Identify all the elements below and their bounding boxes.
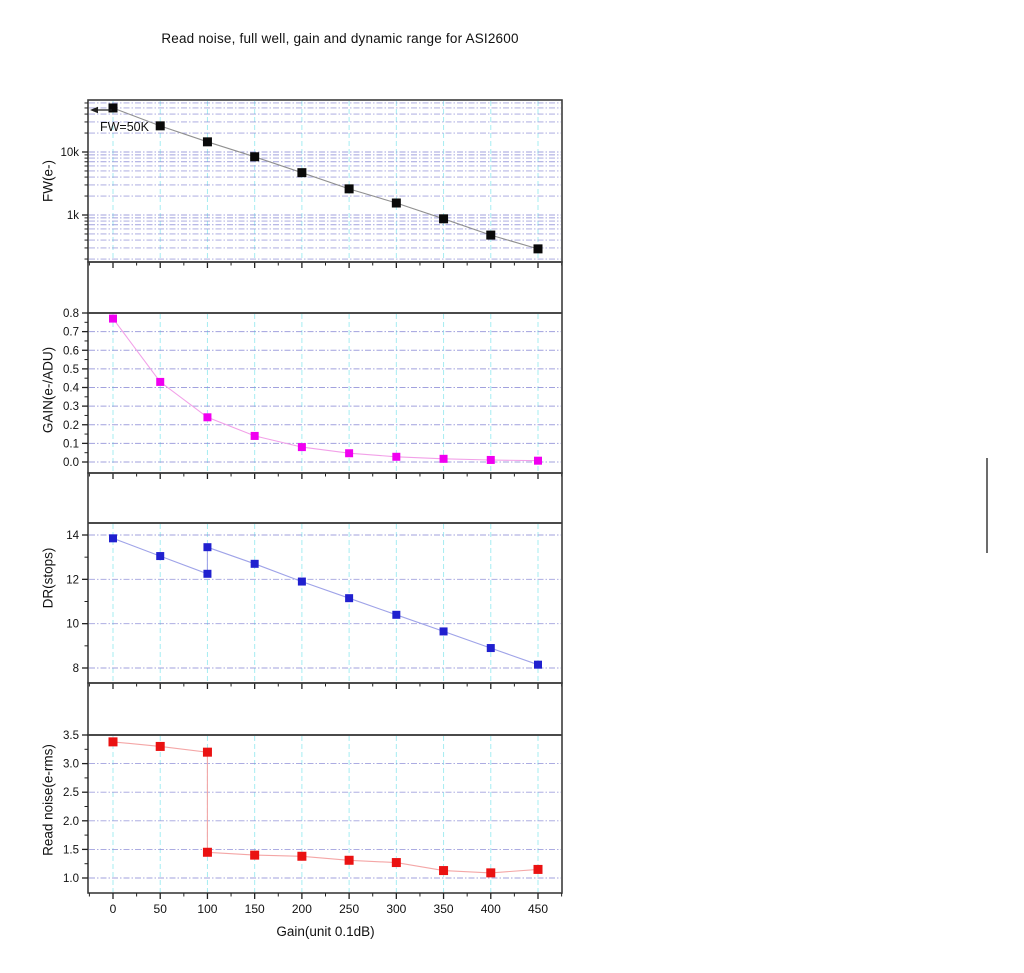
gain-marker [297, 443, 306, 452]
gain-marker [486, 455, 495, 464]
y-tick-label: 0.6 [63, 345, 79, 357]
y-tick-label: 0.5 [63, 364, 79, 376]
y-tick-label: 1k [67, 210, 79, 222]
dynamic-range-marker [109, 534, 117, 543]
read-noise-marker [202, 747, 212, 757]
dynamic-range-marker [439, 627, 448, 636]
dynamic-range-marker [392, 610, 401, 619]
full-well-marker [486, 230, 496, 240]
y-tick-label: 14 [66, 530, 79, 542]
y-axis-title-gain: GAIN(e-/ADU) [40, 346, 56, 434]
full-well-marker [533, 244, 543, 254]
full-well-marker [391, 198, 401, 208]
full-well-marker [155, 121, 165, 131]
read-noise-series-line [112, 741, 539, 874]
gain-marker [203, 413, 212, 422]
x-tick-label: 450 [528, 902, 548, 916]
y-tick-label: 12 [66, 574, 79, 586]
gain-series-line [112, 318, 539, 462]
full-well-series-line [112, 107, 539, 250]
panel-dynamic-range: 8 10 12 14 [66, 472, 563, 689]
x-tick-label: 200 [292, 902, 312, 916]
x-tick-label: 400 [481, 902, 501, 916]
read-noise-marker [439, 866, 449, 876]
dynamic-range-marker [345, 594, 354, 603]
gain-marker [392, 452, 401, 461]
chart-title: Read noise, full well, gain and dynamic … [161, 31, 519, 46]
full-well-marker [202, 137, 212, 147]
panel-read-noise: 1.0 1.5 2.0 2.5 3.0 3.5 [63, 682, 563, 899]
dynamic-range-marker [250, 559, 259, 568]
dynamic-range-marker [297, 577, 306, 586]
read-noise-marker [108, 737, 118, 747]
y-tick-label: 10k [60, 147, 79, 159]
x-tick-label: 150 [245, 902, 265, 916]
x-tick-label: 50 [154, 902, 168, 916]
dynamic-range-series-line [112, 537, 539, 666]
y-tick-label: 1.0 [63, 873, 79, 885]
x-axis-title: Gain(unit 0.1dB) [276, 924, 375, 939]
y-axis-title-read-noise: Read noise(e-rms) [40, 744, 56, 856]
gain-marker [534, 456, 542, 465]
y-tick-label: 3.5 [63, 730, 79, 742]
read-noise-marker [344, 855, 354, 865]
x-tick-label: 0 [110, 902, 117, 916]
y-tick-label: 0.2 [63, 420, 79, 432]
fw-annotation-label: FW=50K [100, 120, 149, 134]
y-tick-label: 1.5 [63, 844, 79, 856]
full-well-marker [344, 184, 354, 194]
y-tick-label: 2.0 [63, 816, 79, 828]
x-tick-label: 100 [197, 902, 217, 916]
gain-marker [109, 314, 117, 323]
dynamic-range-marker [534, 660, 542, 669]
x-tick-label: 250 [339, 902, 359, 916]
y-tick-label: 0.4 [63, 383, 80, 395]
y-tick-label: 0.8 [63, 308, 79, 320]
read-noise-marker [297, 851, 307, 861]
read-noise-marker [391, 858, 401, 868]
y-tick-label: 2.5 [63, 787, 79, 799]
x-tick-label: 350 [434, 902, 454, 916]
y-tick-label: 3.0 [63, 759, 79, 771]
panel-full-well: 1k 10k [60, 99, 563, 268]
y-tick-label: 0.7 [63, 327, 79, 339]
dynamic-range-marker [203, 543, 212, 552]
full-well-marker [108, 103, 118, 113]
dynamic-range-marker [486, 644, 495, 653]
arrow-head-icon [90, 106, 98, 114]
full-well-marker [439, 214, 449, 224]
y-axis-title-full-well: FW(e-) [40, 160, 56, 202]
y-tick-label: 8 [73, 663, 79, 675]
read-noise-marker [533, 864, 543, 874]
read-noise-marker [202, 847, 212, 857]
panel-gain: 0.0 0.1 0.2 0.3 0.4 0.5 0.6 0.7 0.8 [63, 261, 563, 479]
gain-marker [250, 431, 259, 440]
read-noise-marker [486, 868, 496, 878]
y-tick-label: 0.3 [63, 401, 79, 413]
gain-marker [156, 377, 165, 386]
full-well-marker [250, 152, 260, 162]
gain-marker [345, 449, 354, 458]
fw-annotation-arrow [90, 106, 112, 114]
gain-frame [87, 261, 563, 474]
x-axis-tick-labels: 0 50 100 150 200 250 300 350 400 450 [110, 902, 549, 916]
dynamic-range-marker [203, 569, 212, 578]
gain-marker [439, 454, 448, 463]
y-tick-label: 0.0 [63, 457, 79, 469]
y-axis-title-dynamic-range: DR(stops) [40, 547, 56, 609]
read-noise-marker [250, 850, 260, 860]
x-tick-label: 300 [386, 902, 406, 916]
read-noise-marker [155, 741, 165, 751]
full-well-marker [297, 168, 307, 178]
y-tick-label: 10 [66, 619, 79, 631]
y-tick-label: 0.1 [63, 438, 79, 450]
dynamic-range-marker [156, 552, 165, 561]
